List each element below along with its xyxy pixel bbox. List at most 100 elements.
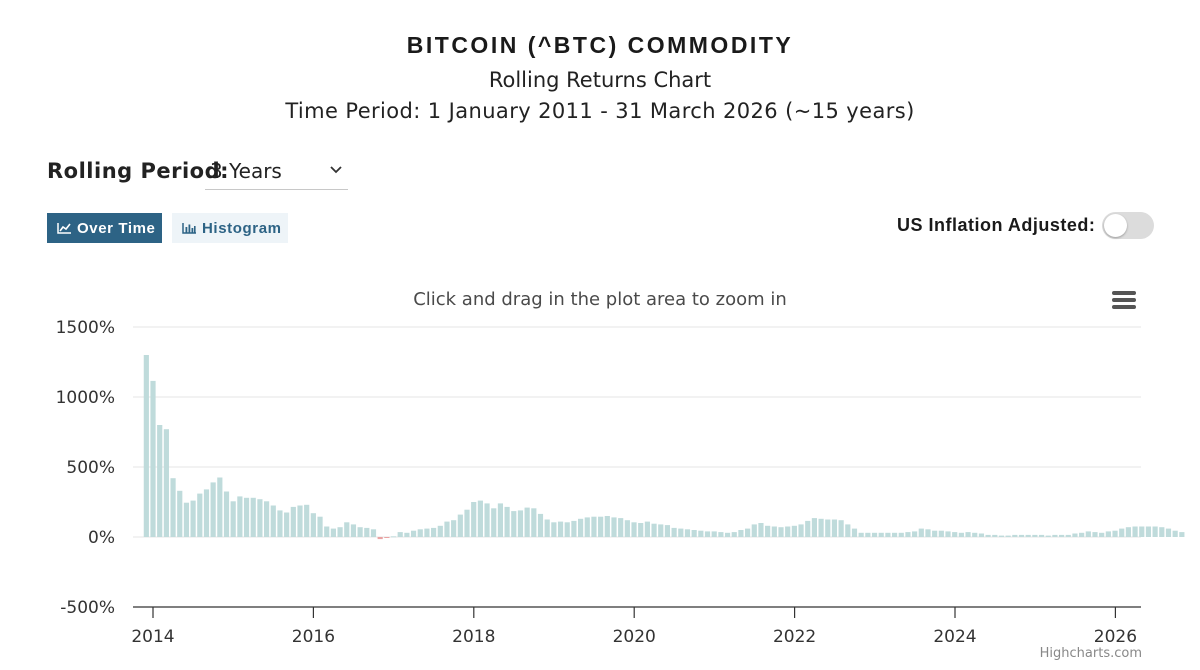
- bar[interactable]: [851, 528, 858, 537]
- bar[interactable]: [1059, 534, 1065, 537]
- bar[interactable]: [364, 527, 370, 537]
- bar[interactable]: [410, 530, 417, 537]
- bar[interactable]: [157, 425, 163, 537]
- bar[interactable]: [1005, 535, 1011, 537]
- bar[interactable]: [170, 478, 176, 537]
- bar[interactable]: [177, 490, 183, 537]
- bar[interactable]: [912, 531, 918, 537]
- bar[interactable]: [163, 429, 169, 537]
- bar[interactable]: [664, 525, 671, 537]
- bar[interactable]: [464, 509, 470, 537]
- bar[interactable]: [437, 525, 443, 537]
- bar[interactable]: [544, 519, 550, 538]
- bar[interactable]: [751, 524, 757, 537]
- bar[interactable]: [304, 504, 310, 537]
- bar[interactable]: [531, 508, 537, 537]
- bar[interactable]: [785, 526, 791, 538]
- bar[interactable]: [243, 497, 250, 537]
- bar[interactable]: [551, 522, 557, 537]
- bar[interactable]: [638, 523, 644, 537]
- bar[interactable]: [1092, 532, 1098, 537]
- bar[interactable]: [671, 527, 677, 537]
- bar[interactable]: [885, 532, 891, 537]
- bar[interactable]: [451, 520, 457, 537]
- bar[interactable]: [891, 532, 898, 537]
- bar[interactable]: [537, 513, 544, 537]
- histogram-button[interactable]: Histogram: [172, 213, 288, 243]
- bar[interactable]: [731, 532, 737, 537]
- bar[interactable]: [838, 520, 844, 537]
- bar[interactable]: [310, 513, 316, 537]
- bar[interactable]: [424, 528, 430, 537]
- bar[interactable]: [718, 532, 724, 537]
- bar[interactable]: [658, 524, 664, 537]
- bar[interactable]: [738, 530, 744, 537]
- bar[interactable]: [217, 477, 223, 538]
- bar[interactable]: [845, 524, 851, 537]
- bar[interactable]: [1072, 533, 1078, 538]
- bar[interactable]: [644, 521, 650, 537]
- bar[interactable]: [865, 532, 871, 537]
- bar[interactable]: [704, 531, 711, 537]
- bar[interactable]: [611, 517, 617, 537]
- bar[interactable]: [711, 531, 717, 537]
- bar[interactable]: [1065, 534, 1071, 537]
- bar[interactable]: [471, 502, 477, 537]
- bar[interactable]: [317, 516, 323, 537]
- bar[interactable]: [778, 527, 784, 537]
- bar[interactable]: [197, 493, 203, 537]
- bar[interactable]: [811, 518, 817, 537]
- bar[interactable]: [230, 501, 236, 537]
- bar[interactable]: [771, 526, 777, 538]
- bar[interactable]: [972, 532, 978, 537]
- bar[interactable]: [370, 529, 377, 537]
- bar[interactable]: [1032, 534, 1038, 537]
- bar[interactable]: [958, 532, 964, 537]
- bar[interactable]: [524, 507, 530, 537]
- bar[interactable]: [591, 516, 597, 537]
- bar[interactable]: [624, 520, 630, 537]
- bar[interactable]: [932, 530, 938, 537]
- bar[interactable]: [517, 510, 524, 537]
- bar[interactable]: [584, 517, 590, 537]
- bar[interactable]: [484, 503, 490, 537]
- bar[interactable]: [444, 521, 450, 537]
- bar[interactable]: [938, 530, 944, 537]
- bar[interactable]: [992, 534, 998, 537]
- bar[interactable]: [350, 524, 357, 537]
- bar[interactable]: [684, 529, 691, 537]
- bar[interactable]: [491, 508, 497, 537]
- bar[interactable]: [457, 514, 463, 537]
- bar[interactable]: [578, 518, 584, 537]
- bar[interactable]: [1079, 532, 1085, 537]
- bar[interactable]: [878, 532, 884, 537]
- bar[interactable]: [357, 527, 363, 537]
- bar[interactable]: [1112, 530, 1118, 537]
- bar[interactable]: [143, 355, 149, 537]
- bar[interactable]: [985, 534, 991, 537]
- bar[interactable]: [691, 530, 697, 537]
- bar[interactable]: [798, 524, 804, 537]
- bar[interactable]: [758, 523, 764, 537]
- bar[interactable]: [390, 536, 397, 538]
- highcharts-credit[interactable]: Highcharts.com: [1039, 646, 1142, 661]
- bar[interactable]: [604, 516, 610, 537]
- bar[interactable]: [678, 528, 684, 537]
- bar[interactable]: [511, 511, 517, 537]
- bar[interactable]: [1025, 534, 1031, 537]
- bar[interactable]: [791, 525, 797, 537]
- bar[interactable]: [1038, 534, 1045, 537]
- bar[interactable]: [598, 516, 604, 537]
- bar[interactable]: [1165, 528, 1172, 537]
- bar[interactable]: [1139, 526, 1145, 538]
- bar[interactable]: [190, 500, 196, 537]
- bar[interactable]: [150, 380, 156, 537]
- bar[interactable]: [250, 497, 256, 537]
- bar[interactable]: [264, 501, 270, 537]
- bar[interactable]: [1052, 534, 1058, 537]
- hamburger-menu-icon[interactable]: [1112, 291, 1136, 311]
- bar[interactable]: [1132, 526, 1138, 538]
- bar[interactable]: [925, 529, 931, 537]
- bar[interactable]: [237, 496, 243, 537]
